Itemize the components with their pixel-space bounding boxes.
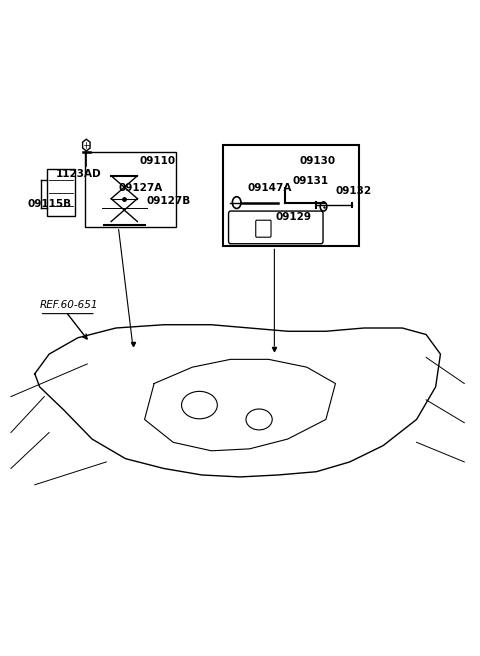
Text: 09127A: 09127A: [118, 182, 163, 193]
Bar: [223, 145, 360, 247]
Text: 09132: 09132: [336, 186, 372, 196]
Bar: [85, 152, 176, 227]
Text: 09129: 09129: [276, 212, 312, 222]
Text: 09130: 09130: [300, 156, 336, 167]
Bar: [47, 169, 75, 216]
Text: 09115B: 09115B: [28, 199, 72, 209]
Text: 09110: 09110: [140, 156, 176, 167]
Text: 09131: 09131: [292, 176, 329, 186]
Text: 1123AD: 1123AD: [56, 169, 102, 180]
Text: 09127B: 09127B: [147, 195, 191, 205]
Text: REF.60-651: REF.60-651: [39, 300, 98, 310]
Text: 09147A: 09147A: [247, 182, 291, 193]
